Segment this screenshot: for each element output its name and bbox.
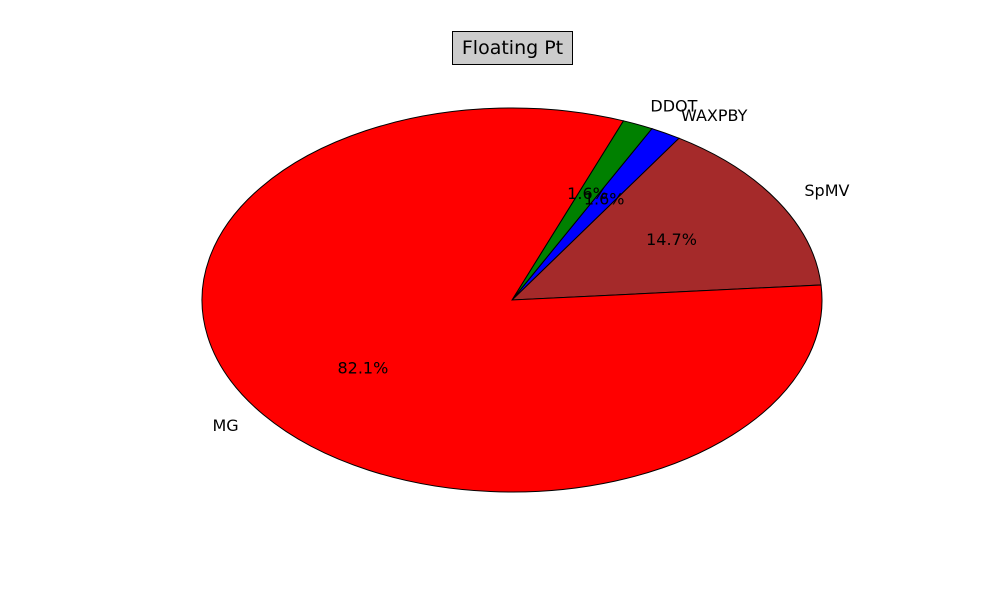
slice-label-waxpby: WAXPBY [681, 106, 748, 125]
slice-label-ddot: DDOT [650, 97, 697, 116]
pie-slice-spmv [510, 137, 822, 301]
slice-pct-ddot: 1.6% [567, 184, 608, 203]
chart-title: Floating Pt [452, 31, 573, 65]
slice-pct-waxpby: 1.6% [584, 189, 625, 208]
slice-label-mg: MG [212, 416, 238, 435]
slice-label-spmv: SpMV [804, 181, 849, 200]
slice-pct-spmv: 14.7% [646, 230, 697, 249]
pie-slice-mg [201, 107, 823, 493]
slice-pct-mg: 82.1% [337, 358, 388, 377]
